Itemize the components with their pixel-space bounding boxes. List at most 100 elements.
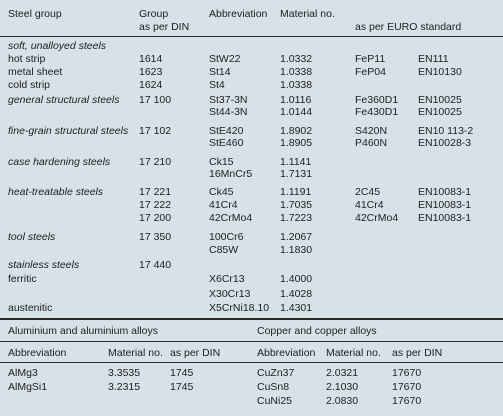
- cell-text: 1.0338: [280, 66, 313, 78]
- cell-text: StE460: [209, 137, 244, 149]
- rule: [0, 341, 503, 342]
- cell-text: heat-treatable steels: [8, 186, 104, 198]
- cell-text: StE420: [209, 125, 244, 137]
- cell-text: 1745: [170, 381, 194, 393]
- cell-text: 1.0144: [280, 106, 313, 118]
- cell-text: Copper and copper alloys: [257, 325, 377, 337]
- cell-text: Material no.: [280, 8, 335, 20]
- cell-text: 1.7223: [280, 212, 313, 224]
- cell-text: 17 221: [139, 186, 172, 198]
- cell-text: as per DIN: [170, 347, 221, 359]
- cell-text: StW22: [209, 53, 241, 65]
- rule: [0, 36, 503, 37]
- rule: [0, 362, 503, 363]
- cell-text: 17670: [392, 381, 422, 393]
- cell-text: EN10025: [418, 94, 462, 106]
- cell-text: 100Cr6: [209, 231, 244, 243]
- cell-text: 1.1191: [280, 186, 312, 198]
- cell-text: EN10 113-2: [418, 125, 474, 137]
- cell-text: 1624: [139, 79, 163, 91]
- cell-text: P460N: [355, 137, 388, 149]
- cell-text: 1.0116: [280, 94, 312, 106]
- cell-text: 2C45: [355, 186, 381, 198]
- rule: [0, 318, 503, 320]
- cell-text: 1.4301: [280, 302, 313, 314]
- cell-text: metal sheet: [8, 66, 63, 78]
- cell-text: St37-3N: [209, 94, 248, 106]
- cell-text: 1.4028: [280, 288, 313, 300]
- cell-text: St44-3N: [209, 106, 248, 118]
- cell-text: 1.1830: [280, 244, 313, 256]
- cell-text: St4: [209, 79, 225, 91]
- cell-text: AlMg3: [8, 367, 38, 379]
- cell-text: soft, unalloyed steels: [8, 40, 107, 52]
- cell-text: 1.0338: [280, 79, 313, 91]
- cell-text: Group: [139, 8, 169, 20]
- cell-text: FeP04: [355, 66, 386, 78]
- cell-text: Material no.: [326, 347, 381, 359]
- cell-text: 17 210: [139, 156, 172, 168]
- cell-text: 1614: [139, 53, 163, 65]
- cell-text: 3.2315: [108, 381, 141, 393]
- cell-text: fine-grain structural steels: [8, 125, 129, 137]
- cell-text: EN10083-1: [418, 186, 472, 198]
- cell-text: 17670: [392, 367, 422, 379]
- cell-text: 3.3535: [108, 367, 141, 379]
- cell-text: FeP11: [355, 53, 386, 65]
- cell-text: EN111: [418, 53, 449, 65]
- cell-text: 2.0321: [326, 367, 359, 379]
- cell-text: Aluminium and aluminium alloys: [8, 325, 158, 337]
- cell-text: tool steels: [8, 231, 56, 243]
- cell-text: cold strip: [8, 79, 51, 91]
- cell-text: as per DIN: [139, 21, 190, 33]
- cell-text: 17 100: [139, 94, 172, 106]
- cell-text: case hardening steels: [8, 156, 111, 168]
- cell-text: 17 102: [139, 125, 172, 137]
- cell-text: 1.8902: [280, 125, 313, 137]
- cell-text: X6Cr13: [209, 273, 245, 285]
- cell-text: 17 222: [139, 199, 172, 211]
- cell-text: C85W: [209, 244, 239, 256]
- cell-text: Abbreviation: [257, 347, 316, 359]
- cell-text: 1.7035: [280, 199, 313, 211]
- cell-text: 17 200: [139, 212, 172, 224]
- cell-text: Fe360D1: [355, 94, 399, 106]
- cell-text: 1623: [139, 66, 163, 78]
- cell-text: X5CrNi18.10: [209, 302, 270, 314]
- cell-text: ferritic: [8, 273, 37, 285]
- cell-text: Fe430D1: [355, 106, 399, 118]
- cell-text: CuSn8: [257, 381, 290, 393]
- cell-text: EN10083-1: [418, 199, 472, 211]
- cell-text: 1.8905: [280, 137, 313, 149]
- cell-text: austenitic: [8, 302, 53, 314]
- cell-text: S420N: [355, 125, 388, 137]
- cell-text: Abbreviation: [8, 347, 67, 359]
- cell-text: 2.1030: [326, 381, 359, 393]
- cell-text: AlMgSi1: [8, 381, 48, 393]
- cell-text: 41Cr4: [209, 199, 238, 211]
- cell-text: hot strip: [8, 53, 46, 65]
- cell-text: 42CrMo4: [209, 212, 253, 224]
- cell-text: as per DIN: [392, 347, 443, 359]
- cell-text: 16MnCr5: [209, 168, 253, 180]
- cell-text: 17 350: [139, 231, 172, 243]
- cell-text: 17670: [392, 395, 422, 407]
- cell-text: general structural steels: [8, 94, 120, 106]
- cell-text: EN10130: [418, 66, 462, 78]
- cell-text: 42CrMo4: [355, 212, 399, 224]
- cell-text: Steel group: [8, 8, 62, 20]
- cell-text: Abbreviation: [209, 8, 268, 20]
- cell-text: 1745: [170, 367, 194, 379]
- cell-text: EN10083-1: [418, 212, 472, 224]
- cell-text: Ck15: [209, 156, 234, 168]
- cell-text: Material no.: [108, 347, 163, 359]
- cell-text: EN10028-3: [418, 137, 472, 149]
- cell-text: CuNi25: [257, 395, 293, 407]
- cell-text: as per EURO standard: [355, 21, 462, 33]
- cell-text: St14: [209, 66, 231, 78]
- cell-text: stainless steels: [8, 259, 80, 271]
- cell-text: X30Cr13: [209, 288, 251, 300]
- cell-text: 1.7131: [280, 168, 313, 180]
- cell-text: 1.2067: [280, 231, 313, 243]
